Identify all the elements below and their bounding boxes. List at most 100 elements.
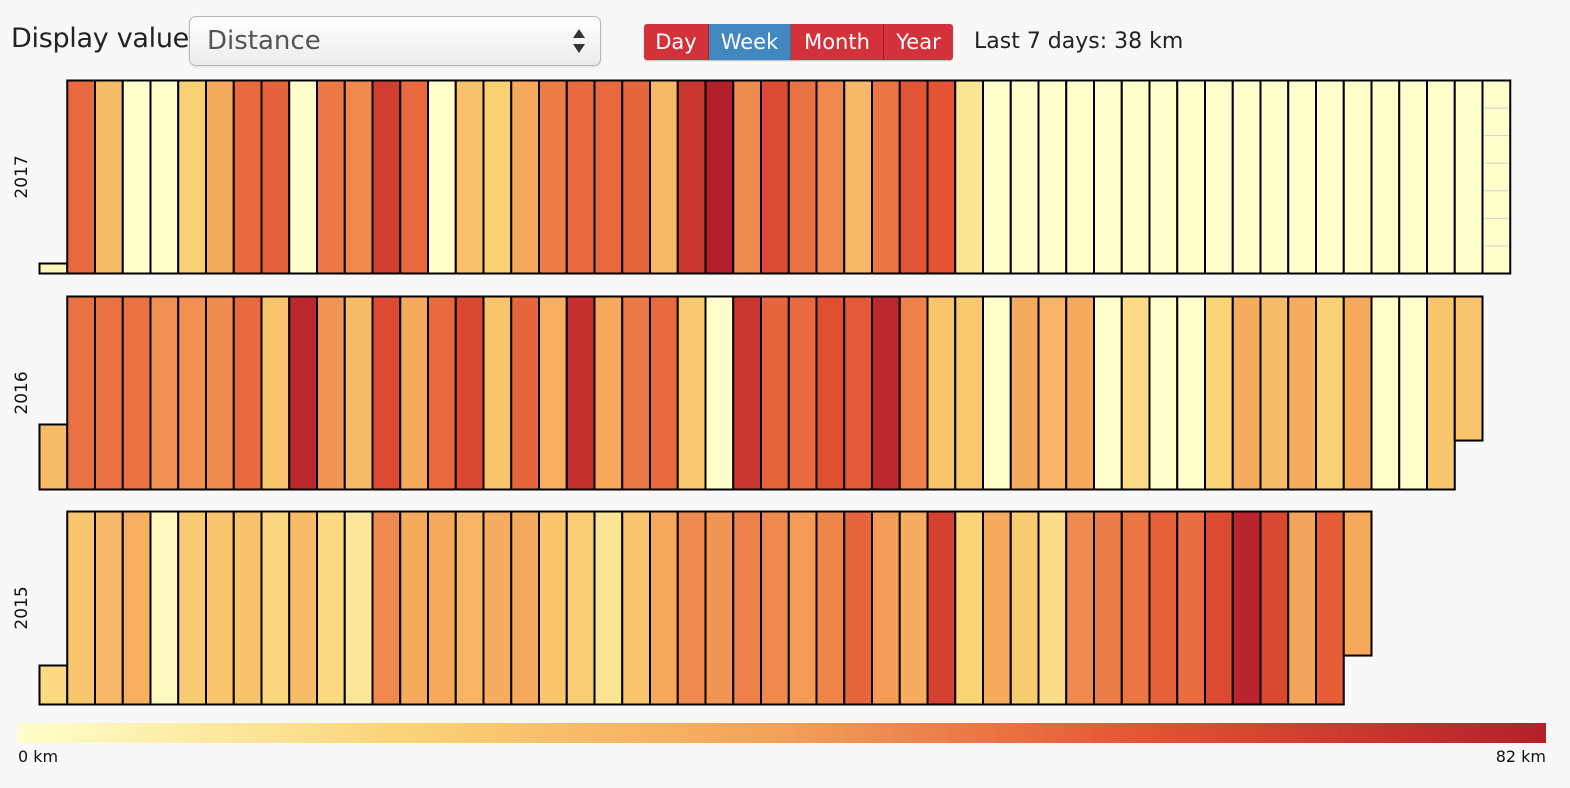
week-cell-2015-47 [1315,510,1345,706]
week-cell-2017-38 [1065,79,1095,275]
week-cell-2016-31 [871,295,901,491]
week-cell-2016-8 [232,295,263,491]
day-button[interactable]: Day [644,24,709,60]
week-cell-2016-16 [454,295,485,491]
week-cell-2017-2 [66,79,96,275]
week-cell-2017-35 [982,79,1012,275]
toolbar: Display value: Distance Day Week Month Y… [0,0,1570,76]
week-cell-2015-43 [1204,510,1234,706]
week-cell-2017-34 [954,79,984,275]
week-cell-2016-4 [121,295,152,491]
legend-max-label: 82 km [1496,747,1546,766]
week-cell-2017-8 [232,79,263,275]
week-cell-2015-26 [732,510,762,706]
week-cell-2015-19 [538,510,568,706]
week-cell-2015-18 [510,510,540,706]
week-cell-2017-30 [843,79,873,275]
week-cell-2015-10 [288,510,318,706]
week-cell-2016-48 [1342,295,1373,491]
week-cell-2015-1 [38,664,69,706]
week-cell-2016-17 [482,295,513,491]
week-cell-2015-2 [66,510,96,706]
week-cell-2016-20 [565,295,596,491]
week-cell-2015-29 [815,510,846,706]
week-cell-2015-39 [1093,510,1123,706]
week-cell-2015-42 [1176,510,1206,706]
week-cell-2016-43 [1204,295,1234,491]
week-cell-2015-46 [1287,510,1317,706]
week-cell-2016-15 [427,295,457,491]
week-cell-2016-10 [288,295,318,491]
year-row-2017: 2017 [12,79,1512,275]
week-cell-2017-3 [94,79,124,275]
week-cell-2017-26 [732,79,762,275]
week-cell-2017-24 [676,79,707,275]
week-cell-2015-27 [760,510,790,706]
week-cell-2016-27 [760,295,790,491]
week-cell-2016-35 [982,295,1012,491]
week-cell-2015-20 [565,510,596,706]
week-cell-2015-6 [177,510,207,706]
week-cell-2016-33 [926,295,957,491]
week-cell-2015-5 [149,510,180,706]
week-cell-2017-32 [898,79,929,275]
week-cell-2017-53 [1481,79,1512,275]
week-cell-2016-29 [815,295,846,491]
week-cell-2016-12 [343,295,374,491]
week-cell-2017-46 [1287,79,1317,275]
week-cell-2017-16 [454,79,485,275]
week-cell-2016-38 [1065,295,1095,491]
week-cell-2017-49 [1370,79,1401,275]
week-cell-2016-14 [399,295,429,491]
week-cell-2016-26 [732,295,762,491]
week-cell-2016-50 [1398,295,1428,491]
week-cell-2017-50 [1398,79,1428,275]
week-cell-2015-14 [399,510,429,706]
week-cell-2016-28 [787,295,818,491]
week-cell-2015-40 [1120,510,1151,706]
week-cell-2017-6 [177,79,207,275]
week-cell-2016-18 [510,295,540,491]
week-cell-2017-4 [121,79,152,275]
week-cell-2017-11 [316,79,346,275]
week-cell-2015-11 [316,510,346,706]
week-cell-2015-37 [1037,510,1068,706]
week-cell-2015-13 [371,510,402,706]
week-cell-2017-9 [260,79,291,275]
week-cell-2016-32 [898,295,929,491]
display-value-select[interactable]: Distance [189,16,601,66]
week-cell-2016-3 [94,295,124,491]
week-cell-2016-23 [649,295,679,491]
week-cell-2015-12 [343,510,374,706]
week-cell-2017-31 [871,79,901,275]
week-cell-2016-13 [371,295,402,491]
week-cell-2016-34 [954,295,984,491]
week-cell-2015-25 [704,510,735,706]
week-cell-2017-36 [1009,79,1040,275]
week-cell-2016-7 [205,295,235,491]
last-7-days-summary: Last 7 days: 38 km [974,29,1184,54]
week-cell-2015-44 [1231,510,1262,706]
month-button[interactable]: Month [791,24,884,60]
week-cell-2017-20 [565,79,596,275]
week-cell-2015-23 [649,510,679,706]
week-button[interactable]: Week [709,24,791,60]
week-cell-2015-48 [1342,510,1373,657]
week-cell-2017-37 [1037,79,1068,275]
week-cell-2015-24 [676,510,707,706]
year-button[interactable]: Year [884,24,953,60]
week-cell-2016-46 [1287,295,1317,491]
year-row-2016: 2016 [12,295,1484,491]
week-cell-2016-39 [1093,295,1123,491]
week-cell-2015-45 [1259,510,1290,706]
week-cell-2016-49 [1370,295,1401,491]
week-cell-2017-7 [205,79,235,275]
week-cell-2017-23 [649,79,679,275]
week-cell-2015-3 [94,510,124,706]
week-cell-2016-41 [1148,295,1179,491]
week-cell-2017-13 [371,79,402,275]
week-cell-2015-21 [593,510,624,706]
week-cell-2017-41 [1148,79,1179,275]
week-cell-2015-32 [898,510,929,706]
week-cell-2015-22 [621,510,651,706]
